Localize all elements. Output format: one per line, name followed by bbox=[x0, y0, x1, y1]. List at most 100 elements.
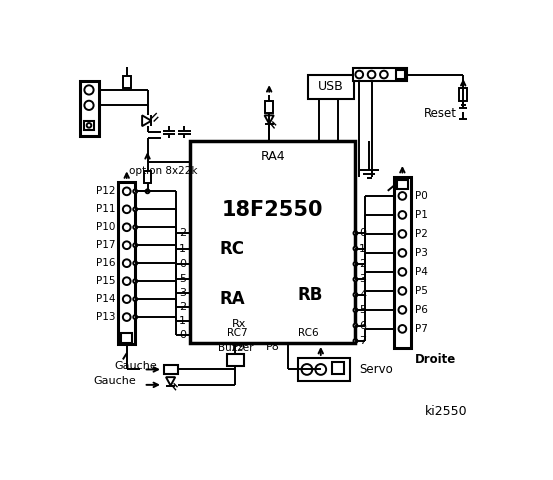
Text: P13: P13 bbox=[96, 312, 115, 322]
Bar bbox=[394, 177, 411, 348]
Polygon shape bbox=[142, 115, 152, 126]
Circle shape bbox=[399, 230, 406, 238]
Text: P11: P11 bbox=[96, 204, 115, 214]
Circle shape bbox=[133, 225, 137, 229]
Text: Reset: Reset bbox=[424, 107, 457, 120]
Text: 7: 7 bbox=[359, 336, 367, 346]
Text: Rx: Rx bbox=[232, 319, 247, 329]
Text: 1: 1 bbox=[179, 243, 186, 253]
Circle shape bbox=[315, 364, 326, 375]
Text: 5: 5 bbox=[359, 305, 366, 315]
Text: 1: 1 bbox=[359, 243, 366, 253]
Circle shape bbox=[399, 287, 406, 295]
Bar bbox=[118, 182, 135, 344]
Text: 2: 2 bbox=[359, 259, 367, 269]
Circle shape bbox=[87, 123, 91, 128]
Text: Droite: Droite bbox=[415, 353, 456, 366]
Circle shape bbox=[353, 262, 357, 266]
Text: 2: 2 bbox=[179, 302, 186, 312]
Text: Buzzer: Buzzer bbox=[217, 343, 253, 353]
Text: P7: P7 bbox=[415, 324, 427, 334]
Bar bbox=[190, 141, 356, 343]
Text: ki2550: ki2550 bbox=[425, 405, 467, 418]
Text: 0: 0 bbox=[179, 330, 186, 340]
Polygon shape bbox=[264, 115, 274, 124]
Text: 0: 0 bbox=[359, 228, 366, 238]
Text: P3: P3 bbox=[415, 248, 427, 258]
Bar bbox=[332, 362, 344, 374]
Circle shape bbox=[368, 71, 375, 78]
Bar bbox=[227, 354, 244, 366]
Text: RC6: RC6 bbox=[298, 328, 319, 338]
Circle shape bbox=[399, 325, 406, 333]
Text: P15: P15 bbox=[96, 276, 115, 286]
Circle shape bbox=[353, 308, 357, 312]
Circle shape bbox=[123, 241, 131, 249]
Circle shape bbox=[123, 223, 131, 231]
Bar bbox=[397, 180, 408, 189]
Text: 5: 5 bbox=[179, 275, 186, 284]
Circle shape bbox=[301, 364, 312, 375]
Polygon shape bbox=[166, 377, 175, 385]
Bar bbox=[460, 88, 467, 101]
Text: P1: P1 bbox=[415, 210, 427, 220]
Circle shape bbox=[399, 268, 406, 276]
Text: P16: P16 bbox=[96, 258, 115, 268]
Bar bbox=[396, 70, 405, 79]
Circle shape bbox=[85, 85, 93, 95]
Text: 6: 6 bbox=[359, 321, 366, 331]
Bar bbox=[80, 81, 99, 136]
Text: 3: 3 bbox=[179, 288, 186, 298]
Text: RC: RC bbox=[219, 240, 244, 258]
Circle shape bbox=[123, 259, 131, 267]
Circle shape bbox=[353, 293, 357, 297]
Circle shape bbox=[133, 315, 137, 319]
Circle shape bbox=[380, 71, 388, 78]
Bar bbox=[353, 68, 407, 81]
Circle shape bbox=[133, 261, 137, 265]
Circle shape bbox=[399, 192, 406, 200]
Text: RA: RA bbox=[219, 289, 245, 308]
Text: P12: P12 bbox=[96, 186, 115, 196]
Circle shape bbox=[133, 207, 137, 211]
Circle shape bbox=[353, 339, 357, 343]
Circle shape bbox=[123, 313, 131, 321]
Text: RB: RB bbox=[298, 286, 323, 304]
Text: 1: 1 bbox=[179, 316, 186, 326]
Circle shape bbox=[123, 295, 131, 303]
Bar bbox=[307, 74, 354, 99]
Circle shape bbox=[133, 190, 137, 193]
Circle shape bbox=[353, 277, 357, 281]
Circle shape bbox=[123, 188, 131, 195]
Text: P0: P0 bbox=[415, 191, 427, 201]
Text: P10: P10 bbox=[96, 222, 115, 232]
Text: Gauche: Gauche bbox=[93, 376, 137, 386]
Circle shape bbox=[399, 211, 406, 219]
Circle shape bbox=[356, 71, 363, 78]
Text: USB: USB bbox=[318, 80, 343, 93]
Text: RA4: RA4 bbox=[260, 150, 285, 163]
Circle shape bbox=[353, 324, 357, 327]
Text: P9: P9 bbox=[231, 342, 246, 352]
Text: 3: 3 bbox=[359, 275, 366, 284]
Text: 18F2550: 18F2550 bbox=[222, 200, 324, 220]
Circle shape bbox=[133, 243, 137, 247]
Circle shape bbox=[133, 297, 137, 301]
Text: Servo: Servo bbox=[359, 363, 393, 376]
Bar bbox=[265, 101, 273, 113]
Circle shape bbox=[353, 231, 357, 235]
Text: RC7: RC7 bbox=[227, 328, 247, 338]
Circle shape bbox=[85, 101, 93, 110]
Text: P4: P4 bbox=[415, 267, 427, 277]
Bar bbox=[121, 333, 132, 343]
Circle shape bbox=[123, 277, 131, 285]
Bar bbox=[84, 121, 95, 130]
Bar bbox=[298, 358, 350, 381]
Circle shape bbox=[123, 205, 131, 213]
Bar bbox=[144, 171, 152, 183]
Text: P2: P2 bbox=[415, 229, 427, 239]
Text: P5: P5 bbox=[415, 286, 427, 296]
Text: 4: 4 bbox=[359, 290, 367, 300]
Bar bbox=[164, 365, 178, 374]
Circle shape bbox=[353, 247, 357, 251]
